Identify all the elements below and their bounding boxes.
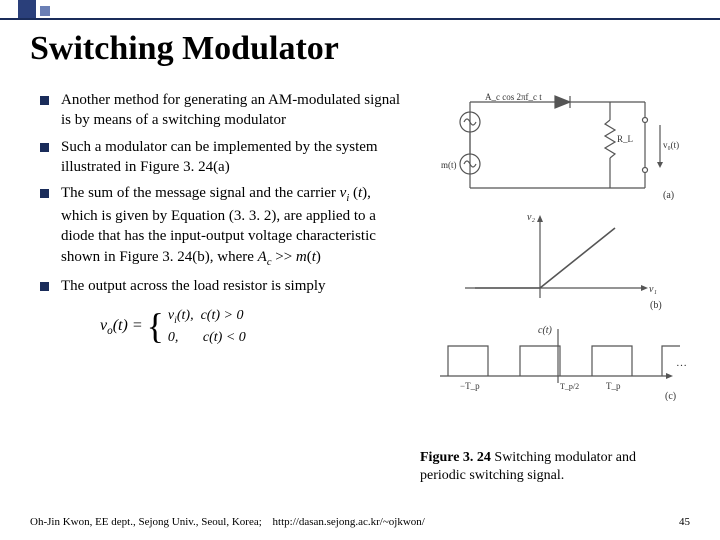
- equation-lhs: vo(t) =: [100, 317, 143, 337]
- footer: Oh-Jin Kwon, EE dept., Sejong Univ., Seo…: [30, 516, 690, 528]
- footer-author: Oh-Jin Kwon, EE dept., Sejong Univ., Seo…: [30, 516, 425, 528]
- top-decoration: [0, 0, 720, 22]
- label-src1: A_c cos 2πf_c t: [485, 92, 542, 102]
- label-half: T_p/2: [560, 382, 579, 391]
- label-src2: m(t): [441, 160, 457, 170]
- dots: …: [676, 357, 687, 369]
- footer-left-text: Oh-Jin Kwon, EE dept., Sejong Univ., Seo…: [30, 516, 262, 528]
- label-out: v₀(t): [663, 140, 679, 150]
- footer-url: http://dasan.sejong.ac.kr/~ojkwon/: [273, 516, 425, 528]
- bullet-icon: [40, 282, 49, 291]
- label-sub-a: (a): [663, 190, 674, 200]
- page-title: Switching Modulator: [30, 30, 339, 68]
- label-ct: c(t): [538, 325, 553, 336]
- bullet-icon: [40, 143, 49, 152]
- figures-column: A_c cos 2πf_c t m(t) R_L v₀(t) (a): [420, 90, 690, 480]
- label-neg-tp: −T_p: [460, 381, 480, 391]
- list-item: The output across the load resistor is s…: [40, 276, 410, 296]
- list-item: Another method for generating an AM-modu…: [40, 90, 410, 131]
- bullet-list: Another method for generating an AM-modu…: [40, 90, 420, 480]
- label-tp: T_p: [606, 381, 621, 391]
- figure-caption: Figure 3. 24 Switching modulator and per…: [420, 449, 680, 485]
- bullet-text-2: Such a modulator can be implemented by t…: [61, 137, 410, 178]
- figure-b-characteristic: v₂ v₁ (b): [430, 208, 690, 313]
- label-v2: v₂: [527, 212, 535, 223]
- bullet-icon: [40, 96, 49, 105]
- equation: vo(t) = { vi(t), c(t) > 0 0, c(t) < 0: [100, 306, 410, 347]
- brace-icon: {: [147, 312, 164, 341]
- equation-case-1: vi(t), c(t) > 0: [168, 306, 246, 328]
- bullet-text-3: The sum of the message signal and the ca…: [61, 183, 410, 270]
- top-square-big: [18, 0, 36, 18]
- bullet-text-4: The output across the load resistor is s…: [61, 276, 326, 296]
- label-sub-c: (c): [665, 391, 676, 401]
- page-number: 45: [679, 516, 690, 528]
- list-item: Such a modulator can be implemented by t…: [40, 137, 410, 178]
- list-item: The sum of the message signal and the ca…: [40, 183, 410, 270]
- equation-cases: vi(t), c(t) > 0 0, c(t) < 0: [168, 306, 246, 347]
- top-bar: [0, 18, 720, 20]
- label-resistor: R_L: [617, 134, 633, 144]
- figure-caption-bold: Figure 3. 24: [420, 450, 491, 465]
- label-v1: v₁: [649, 284, 657, 295]
- label-sub-b: (b): [650, 300, 662, 311]
- figure-a-circuit: A_c cos 2πf_c t m(t) R_L v₀(t) (a): [430, 90, 690, 200]
- top-square-small: [40, 6, 50, 16]
- equation-case-2: 0, c(t) < 0: [168, 328, 246, 348]
- figure-c-switching: c(t) −T_p T_p T_p/2 … (c): [430, 321, 690, 401]
- bullet-text-1: Another method for generating an AM-modu…: [61, 90, 410, 131]
- content-area: Another method for generating an AM-modu…: [40, 90, 690, 480]
- bullet-icon: [40, 189, 49, 198]
